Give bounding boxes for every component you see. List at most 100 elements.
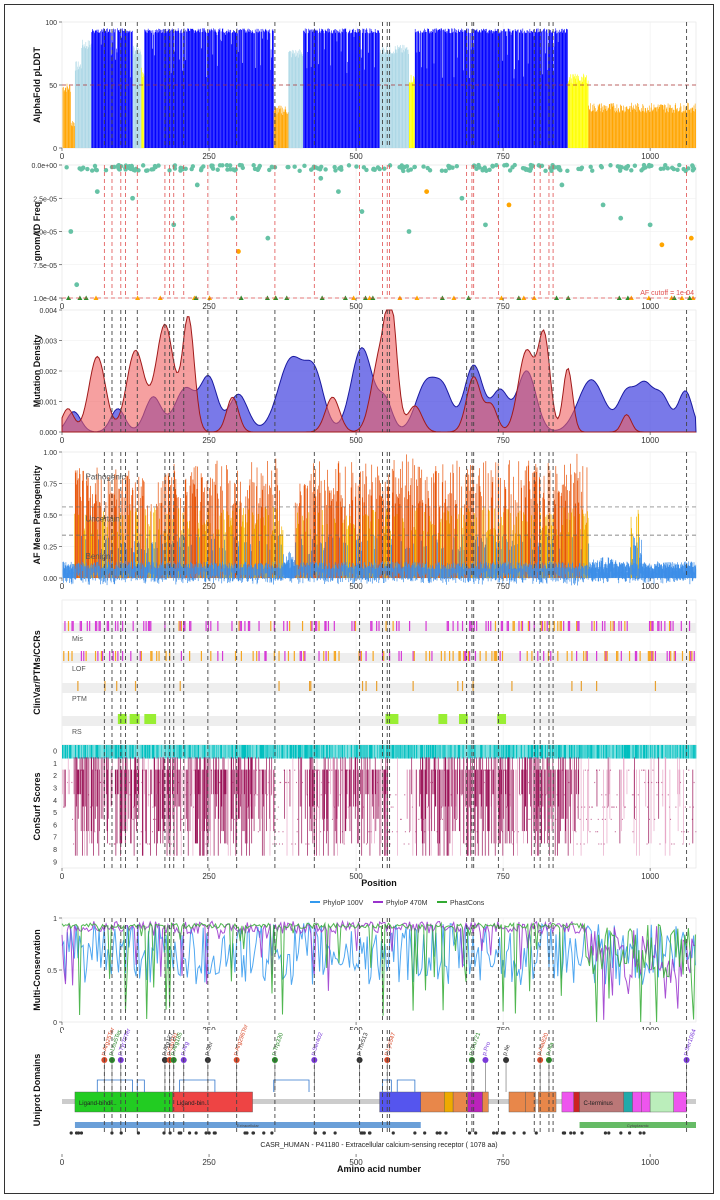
benign-bar [391, 561, 393, 573]
pathogenicity-bar [508, 464, 510, 578]
benign-bar [349, 562, 351, 573]
consurf-cell [111, 745, 113, 759]
pathogenicity-bar [458, 514, 460, 578]
pathogenicity-bar [400, 468, 401, 578]
consurf-cell [116, 745, 118, 759]
pathogenicity-bar [177, 541, 178, 578]
pathogenicity-bar [491, 497, 493, 578]
pathogenicity-bar [306, 518, 307, 578]
plddt-bar [259, 31, 261, 149]
consurf-cell [250, 757, 251, 795]
plddt-bar [394, 52, 395, 149]
benign-bar [191, 563, 193, 580]
pathogenicity-bar [174, 471, 176, 578]
track-mark [158, 651, 160, 661]
plddt-bar [648, 110, 649, 148]
plddt-bar [657, 106, 658, 148]
plddt-bar [484, 31, 486, 148]
consurf-cell [147, 745, 149, 759]
plddt-bar [605, 105, 607, 148]
benign-bar [351, 562, 353, 574]
benign-bar [162, 561, 164, 576]
benign-bar [586, 565, 588, 578]
pathogenicity-bar [481, 496, 483, 578]
benign-bar [259, 563, 261, 578]
pathogenicity-bar [630, 547, 631, 578]
benign-bar [166, 563, 168, 578]
track-mark [412, 681, 414, 691]
plddt-bar [329, 31, 331, 148]
plddt-bar [440, 28, 442, 148]
track-mark [353, 621, 355, 631]
pathogenicity-bar [472, 465, 474, 578]
benign-bar [203, 566, 204, 576]
benign-bar [521, 566, 523, 580]
plddt-bar [439, 29, 441, 148]
consurf-cell [269, 769, 271, 856]
plddt-bar [509, 29, 511, 148]
benign-bar [405, 566, 407, 578]
plddt-bar [426, 68, 428, 148]
benign-bar [558, 562, 560, 576]
consurf-cell [169, 769, 171, 856]
y-tick-label: 1.00 [43, 450, 57, 457]
benign-bar [538, 569, 540, 584]
track-mark [327, 621, 330, 631]
plddt-bar [569, 79, 571, 148]
y-tick-label: 0.75 [43, 482, 57, 489]
plddt-bar [101, 31, 103, 148]
variant-point [267, 167, 272, 173]
consurf-cell [282, 745, 284, 759]
track-mark [311, 621, 313, 631]
plddt-bar [494, 31, 495, 148]
pathogenicity-bar [304, 484, 306, 578]
plddt-bar [336, 30, 337, 149]
benign-bar [273, 568, 274, 585]
pathogenicity-bar [387, 486, 389, 578]
benign-bar [519, 562, 521, 572]
plddt-bar [531, 31, 533, 149]
benign-bar [494, 568, 496, 581]
consurf-cell [124, 757, 126, 844]
plddt-bar [240, 29, 242, 149]
plddt-bar [82, 45, 84, 148]
consurf-cell [240, 757, 241, 807]
plddt-bar [327, 32, 329, 148]
plddt-bar [221, 28, 223, 149]
plddt-bar [134, 51, 136, 148]
pathogenicity-bar [558, 490, 560, 578]
pathogenicity-bar [341, 498, 343, 578]
benign-bar [241, 567, 243, 582]
plddt-bar [388, 53, 390, 148]
plddt-bar [269, 33, 271, 148]
plddt-bar [101, 29, 103, 148]
plddt-bar [70, 91, 71, 148]
benign-bar [201, 564, 203, 578]
y-axis-label-gnomad: gnomAD Freq [32, 202, 42, 262]
benign-bar [577, 569, 578, 586]
track-mark [239, 621, 241, 631]
benign-bar [130, 566, 131, 577]
benign-bar [156, 562, 157, 576]
consurf-cell [254, 745, 256, 759]
pathogenicity-bar [464, 504, 465, 578]
benign-bar [419, 566, 421, 578]
plddt-bar [651, 111, 653, 148]
consurf-cell [230, 745, 232, 759]
plddt-bar [273, 111, 275, 148]
benign-bar [86, 567, 88, 579]
pathogenicity-bar [158, 529, 160, 578]
benign-bar [538, 567, 540, 579]
consurf-cell [237, 745, 239, 759]
track-mark [563, 621, 565, 631]
plddt-bar [455, 32, 457, 148]
variant-point [354, 164, 359, 169]
benign-bar [576, 566, 577, 577]
pathogenicity-bar [294, 502, 296, 578]
benign-bar [572, 562, 574, 573]
pathogenicity-bar [110, 550, 111, 578]
benign-bar [179, 563, 181, 580]
benign-bar [599, 565, 601, 578]
benign-bar [213, 562, 215, 578]
consurf-cell [184, 757, 186, 819]
